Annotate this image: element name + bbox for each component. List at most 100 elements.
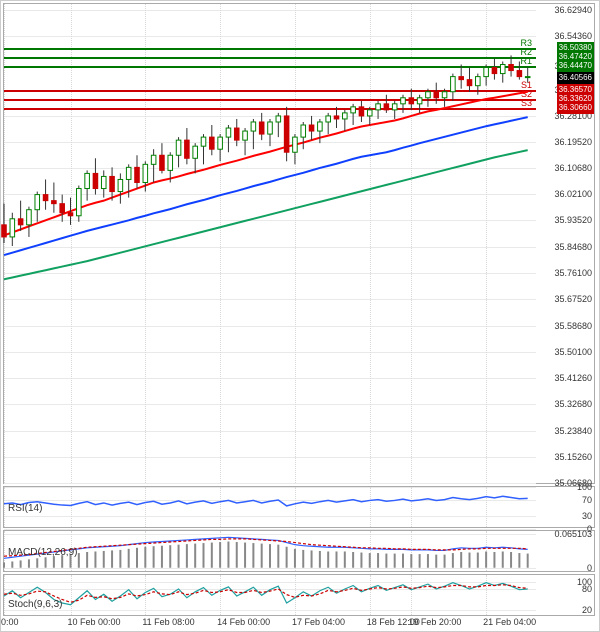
sr-tag: 36.30660 bbox=[557, 102, 594, 114]
y-tick: 36.10680 bbox=[554, 163, 592, 173]
y-tick: 35.15260 bbox=[554, 452, 592, 462]
y-tick: 35.50100 bbox=[554, 347, 592, 357]
candle bbox=[193, 146, 198, 158]
candle bbox=[318, 122, 323, 131]
candle bbox=[168, 155, 173, 170]
candle bbox=[259, 122, 264, 134]
candle bbox=[517, 71, 522, 77]
y-tick: 36.54360 bbox=[554, 31, 592, 41]
y-tick: 35.32680 bbox=[554, 399, 592, 409]
x-tick: 17 Feb 04:00 bbox=[292, 617, 345, 627]
ma_green-line bbox=[4, 150, 528, 279]
y-tick: 20 bbox=[582, 605, 592, 615]
candle bbox=[442, 92, 447, 98]
y-tick: 35.41260 bbox=[554, 373, 592, 383]
stoch-label: Stoch(9,6,3) bbox=[8, 599, 62, 610]
candle bbox=[326, 116, 331, 122]
ma_red-line bbox=[4, 92, 528, 236]
candle bbox=[143, 164, 148, 182]
candle bbox=[243, 131, 248, 140]
stoch-d bbox=[4, 585, 528, 603]
candle bbox=[467, 80, 472, 86]
y-tick: 35.58680 bbox=[554, 321, 592, 331]
rsi-line bbox=[4, 496, 528, 506]
x-tick: 21 Feb 04:00 bbox=[483, 617, 536, 627]
x-axis: 0:00 10 Feb 00:00 11 Feb 08:00 14 Feb 00:00… bbox=[3, 617, 535, 631]
candle bbox=[309, 125, 314, 131]
x-tick: 14 Feb 00:00 bbox=[217, 617, 270, 627]
stoch-svg bbox=[4, 575, 536, 617]
candle bbox=[392, 104, 397, 110]
candle bbox=[434, 92, 439, 98]
macd-svg bbox=[4, 531, 536, 573]
candle bbox=[135, 167, 140, 182]
candle bbox=[151, 155, 156, 164]
candle bbox=[268, 122, 273, 134]
candle bbox=[492, 68, 497, 74]
candle bbox=[185, 140, 190, 158]
y-tick: 36.19520 bbox=[554, 137, 592, 147]
candle bbox=[234, 128, 239, 140]
x-tick: 19 Feb 20:00 bbox=[408, 617, 461, 627]
candle bbox=[176, 140, 181, 155]
candle bbox=[451, 77, 456, 92]
y-tick: 36.02100 bbox=[554, 189, 592, 199]
y-tick: 36.62940 bbox=[554, 5, 592, 15]
y-tick: 35.84680 bbox=[554, 242, 592, 252]
y-tick: 35.76100 bbox=[554, 268, 592, 278]
candle bbox=[417, 98, 422, 104]
candle bbox=[85, 173, 90, 188]
candle bbox=[476, 77, 481, 86]
candle bbox=[351, 107, 356, 113]
y-tick: 80 bbox=[582, 584, 592, 594]
candle bbox=[409, 98, 414, 104]
candle bbox=[27, 210, 32, 225]
candle bbox=[276, 116, 281, 122]
candle bbox=[343, 113, 348, 119]
candle bbox=[126, 167, 131, 179]
macd-panel[interactable]: MACD(12,26,9)0.0651030 bbox=[3, 530, 595, 572]
candle bbox=[426, 92, 431, 98]
macd-label: MACD(12,26,9) bbox=[8, 547, 77, 558]
candle bbox=[10, 219, 15, 237]
x-tick: 11 Feb 08:00 bbox=[142, 617, 194, 627]
candle bbox=[509, 65, 514, 71]
x-tick: 0:00 bbox=[1, 617, 19, 627]
rsi-svg bbox=[4, 487, 536, 529]
candle bbox=[210, 137, 215, 149]
chart-container: R3R2R1S1S2S336.6294036.5436036.4447036.3… bbox=[0, 0, 600, 632]
candle bbox=[384, 104, 389, 110]
candle bbox=[525, 77, 530, 78]
candle bbox=[2, 225, 7, 237]
y-tick: 35.67520 bbox=[554, 294, 592, 304]
candle bbox=[52, 201, 57, 204]
rsi-label: RSI(14) bbox=[8, 503, 42, 514]
candle bbox=[367, 110, 372, 116]
y-tick: 35.93520 bbox=[554, 215, 592, 225]
x-tick: 10 Feb 00:00 bbox=[68, 617, 121, 627]
candle bbox=[68, 213, 73, 216]
candle bbox=[110, 176, 115, 191]
candle bbox=[118, 179, 123, 191]
price-panel[interactable]: R3R2R1S1S2S336.6294036.5436036.4447036.3… bbox=[3, 3, 595, 484]
stoch-panel[interactable]: Stoch(9,6,3)1008020 bbox=[3, 574, 595, 616]
macd-signal bbox=[4, 539, 528, 556]
candle bbox=[60, 204, 65, 213]
y-tick: 0.065103 bbox=[554, 529, 592, 539]
candle bbox=[226, 128, 231, 137]
ma_blue-line bbox=[4, 117, 528, 255]
candle bbox=[35, 195, 40, 210]
rsi-panel[interactable]: RSI(14)10070300 bbox=[3, 486, 595, 528]
y-tick: 30 bbox=[582, 511, 592, 521]
candle bbox=[293, 137, 298, 152]
candle bbox=[334, 116, 339, 119]
candle bbox=[93, 173, 98, 188]
candle bbox=[160, 155, 165, 170]
candle bbox=[43, 195, 48, 201]
candle bbox=[376, 104, 381, 110]
candle bbox=[218, 137, 223, 149]
y-tick: 70 bbox=[582, 495, 592, 505]
candle bbox=[359, 107, 364, 116]
candle bbox=[500, 65, 505, 74]
y-tick: 35.23840 bbox=[554, 426, 592, 436]
